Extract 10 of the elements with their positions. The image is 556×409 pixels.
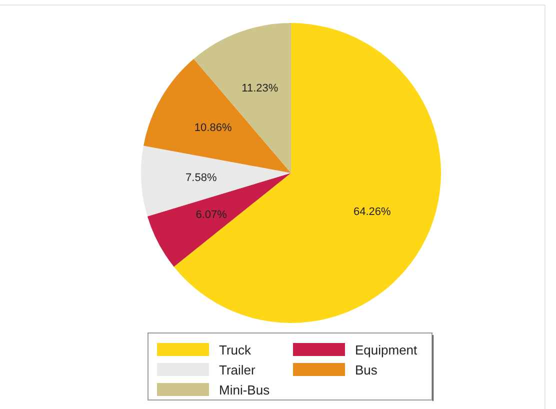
data-label: 7.58% [186,172,217,184]
legend-label: Mini-Bus [219,382,270,398]
data-label: 11.23% [242,82,278,95]
data-label: 6.07% [196,208,228,221]
data-label: 10.86% [194,122,232,134]
legend-label: Bus [355,362,378,378]
legend-label: Equipment [355,342,418,358]
legend-label: Trailer [219,362,256,378]
data-label: 64.26% [353,206,391,218]
legend-label: Truck [219,342,252,358]
